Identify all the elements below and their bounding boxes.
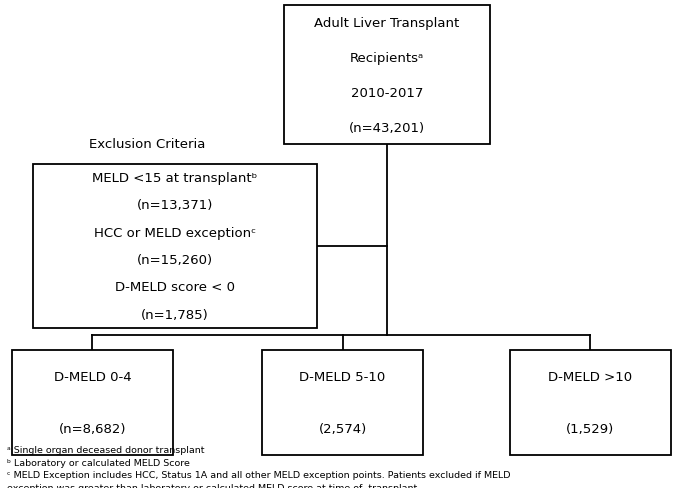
- Text: (n=13,371): (n=13,371): [136, 199, 213, 212]
- Text: (n=43,201): (n=43,201): [349, 122, 425, 134]
- Text: D-MELD 5-10: D-MELD 5-10: [299, 370, 386, 383]
- Text: Recipientsᵃ: Recipientsᵃ: [350, 52, 424, 65]
- Text: ᵃ Single organ deceased donor transplant: ᵃ Single organ deceased donor transplant: [7, 445, 204, 454]
- Text: MELD <15 at transplantᵇ: MELD <15 at transplantᵇ: [92, 172, 258, 185]
- Text: D-MELD score < 0: D-MELD score < 0: [114, 281, 235, 294]
- FancyBboxPatch shape: [262, 350, 423, 455]
- Text: (n=1,785): (n=1,785): [141, 308, 208, 321]
- Text: (1,529): (1,529): [566, 422, 614, 435]
- FancyBboxPatch shape: [284, 6, 490, 145]
- Text: ᵇ Laboratory or calculated MELD Score: ᵇ Laboratory or calculated MELD Score: [7, 458, 190, 467]
- FancyBboxPatch shape: [510, 350, 671, 455]
- Text: (n=8,682): (n=8,682): [59, 422, 126, 435]
- Text: D-MELD >10: D-MELD >10: [549, 370, 632, 383]
- Text: D-MELD 0-4: D-MELD 0-4: [53, 370, 132, 383]
- Text: HCC or MELD exceptionᶜ: HCC or MELD exceptionᶜ: [94, 226, 256, 239]
- FancyBboxPatch shape: [12, 350, 173, 455]
- FancyBboxPatch shape: [33, 164, 316, 328]
- Text: (2,574): (2,574): [319, 422, 366, 435]
- Text: exception was greater than laboratory or calculated MELD score at time of  trans: exception was greater than laboratory or…: [7, 483, 417, 488]
- Text: Adult Liver Transplant: Adult Liver Transplant: [314, 17, 460, 30]
- Text: Exclusion Criteria: Exclusion Criteria: [89, 138, 206, 150]
- Text: ᶜ MELD Exception includes HCC, Status 1A and all other MELD exception points. Pa: ᶜ MELD Exception includes HCC, Status 1A…: [7, 470, 510, 479]
- Text: (n=15,260): (n=15,260): [136, 254, 213, 266]
- Text: 2010-2017: 2010-2017: [351, 86, 423, 100]
